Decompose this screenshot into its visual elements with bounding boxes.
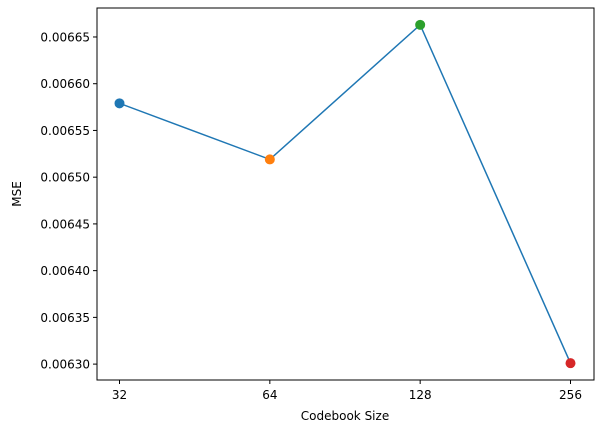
plot-area bbox=[96, 7, 595, 381]
y-tick-label: 0.00660 bbox=[40, 77, 90, 91]
y-tick-label: 0.00630 bbox=[40, 358, 90, 372]
series-group bbox=[114, 19, 576, 369]
y-tick-label: 0.00645 bbox=[40, 217, 90, 231]
data-point-64 bbox=[264, 154, 275, 165]
x-tick-label: 256 bbox=[559, 388, 582, 402]
y-tick-label: 0.00665 bbox=[40, 30, 90, 44]
x-tick-label: 64 bbox=[262, 388, 277, 402]
y-tick-label: 0.00655 bbox=[40, 124, 90, 138]
data-point-256 bbox=[565, 358, 576, 369]
x-tick-label: 128 bbox=[409, 388, 432, 402]
y-tick-label: 0.00640 bbox=[40, 264, 90, 278]
data-point-32 bbox=[114, 98, 125, 109]
data-point-128 bbox=[415, 19, 426, 30]
y-axis: 0.00630 0.00635 0.00640 0.00645 0.00650 0.006… bbox=[40, 30, 97, 372]
y-tick-label: 0.00650 bbox=[40, 171, 90, 185]
y-axis-label: MSE bbox=[10, 181, 24, 207]
x-tick-label: 32 bbox=[112, 388, 127, 402]
y-tick-label: 0.00635 bbox=[40, 311, 90, 325]
x-axis: 32 64 128 256 bbox=[112, 380, 582, 402]
series-line bbox=[119, 23, 572, 364]
x-axis-label: Codebook Size bbox=[301, 409, 389, 423]
